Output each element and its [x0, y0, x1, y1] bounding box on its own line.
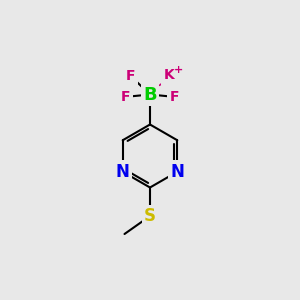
Text: F: F [170, 90, 179, 104]
Text: B: B [143, 85, 157, 103]
Text: +: + [174, 64, 183, 75]
Text: S: S [144, 207, 156, 225]
Text: F: F [121, 90, 130, 104]
Text: K: K [164, 68, 174, 82]
Text: F: F [126, 69, 135, 83]
Text: N: N [116, 163, 130, 181]
Text: N: N [170, 163, 184, 181]
